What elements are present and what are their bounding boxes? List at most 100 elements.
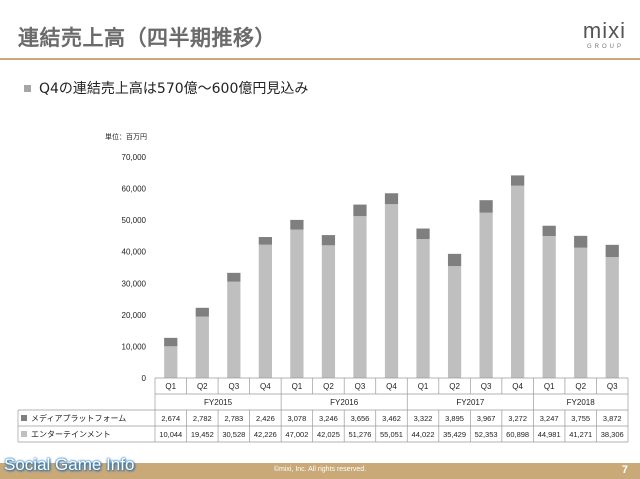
quarter-label: Q1	[544, 382, 555, 391]
quarter-label: Q4	[512, 382, 523, 391]
bar-entertainment	[447, 266, 462, 378]
footer-bar	[0, 463, 640, 479]
y-tick-label: 30,000	[122, 279, 147, 288]
bar-media-platform	[195, 307, 209, 317]
title-divider	[0, 58, 640, 60]
value-entertainment: 44,981	[538, 430, 561, 439]
y-tick-label: 10,000	[122, 342, 147, 351]
y-tick-label: 70,000	[122, 153, 147, 162]
bar-media-platform	[605, 244, 619, 258]
value-media-platform: 3,872	[603, 414, 622, 423]
quarter-label: Q2	[197, 382, 208, 391]
y-tick-label: 20,000	[122, 311, 147, 320]
value-entertainment: 52,353	[475, 430, 498, 439]
value-media-platform: 2,426	[256, 414, 275, 423]
bar-media-platform	[479, 200, 493, 213]
value-entertainment: 42,226	[254, 430, 277, 439]
quarter-label: Q4	[260, 382, 271, 391]
bar-media-platform	[258, 237, 272, 245]
value-media-platform: 3,247	[540, 414, 559, 423]
value-media-platform: 3,272	[508, 414, 527, 423]
value-entertainment: 42,025	[317, 430, 340, 439]
quarter-label: Q4	[386, 382, 397, 391]
y-tick-label: 40,000	[122, 248, 147, 257]
bar-entertainment	[479, 212, 493, 378]
row-label-media-platform: メディアプラットフォーム	[31, 413, 126, 423]
quarter-label: Q1	[165, 382, 176, 391]
bullet-text: Q4の連結売上高は570億〜600億円見込み	[39, 81, 309, 97]
row-label-entertainment: エンターテインメント	[31, 430, 111, 439]
bar-entertainment	[258, 244, 272, 378]
value-media-platform: 2,674	[161, 414, 180, 423]
watermark: Social Game Info	[4, 455, 135, 474]
value-media-platform: 3,462	[382, 414, 401, 423]
fiscal-year-label: FY2015	[204, 398, 233, 407]
bar-entertainment	[164, 346, 178, 378]
fiscal-year-label: FY2018	[567, 398, 596, 407]
value-entertainment: 44,022	[412, 430, 435, 439]
value-media-platform: 3,755	[571, 414, 590, 423]
bar-entertainment	[542, 235, 556, 378]
value-entertainment: 30,528	[222, 430, 245, 439]
y-tick-label: 0	[142, 374, 147, 383]
bar-entertainment	[416, 239, 430, 378]
y-tick-label: 60,000	[122, 185, 147, 194]
quarter-label: Q1	[292, 382, 303, 391]
bar-media-platform	[542, 225, 556, 236]
quarter-label: Q1	[418, 382, 429, 391]
unit-label: 単位：百万円	[105, 132, 147, 141]
value-media-platform: 3,895	[445, 414, 464, 423]
value-entertainment: 10,044	[159, 430, 182, 439]
bar-entertainment	[290, 229, 304, 378]
bar-media-platform	[574, 235, 588, 248]
fiscal-year-label: FY2017	[456, 398, 485, 407]
quarter-label: Q3	[228, 382, 239, 391]
quarter-label: Q3	[481, 382, 492, 391]
bar-media-platform	[353, 204, 367, 217]
page-number: 7	[621, 464, 628, 476]
quarter-label: Q2	[575, 382, 586, 391]
bar-media-platform	[384, 193, 399, 205]
bar-entertainment	[195, 316, 209, 378]
value-entertainment: 41,271	[569, 430, 592, 439]
value-media-platform: 2,783	[224, 414, 243, 423]
bar-media-platform	[164, 337, 178, 347]
value-media-platform: 3,322	[414, 414, 433, 423]
bar-media-platform	[227, 272, 241, 282]
bar-entertainment	[511, 185, 525, 378]
mixi-logo: mixi	[582, 18, 626, 43]
bar-entertainment	[384, 204, 399, 378]
bar-entertainment	[353, 216, 367, 378]
bar-media-platform	[290, 219, 304, 230]
bar-entertainment	[574, 247, 588, 378]
value-media-platform: 3,078	[288, 414, 307, 423]
sales-chart: 単位：百万円 0 10,000 20,000 30,000 40,000 50,000 60,…	[17, 132, 629, 443]
bullet-point: Q4の連結売上高は570億〜600億円見込み	[24, 78, 308, 98]
value-entertainment: 51,276	[348, 430, 371, 439]
bar-entertainment	[605, 257, 619, 378]
value-entertainment: 38,306	[601, 430, 624, 439]
bar-media-platform	[511, 175, 525, 186]
legend-entertainment-icon	[21, 431, 27, 437]
quarter-label: Q3	[607, 382, 618, 391]
value-entertainment: 47,002	[285, 430, 308, 439]
value-media-platform: 3,656	[351, 414, 370, 423]
quarter-label: Q3	[355, 382, 366, 391]
page-title: 連結売上高（四半期推移）	[18, 26, 276, 50]
quarter-label: Q2	[449, 382, 460, 391]
legend-media-platform-icon	[21, 415, 27, 421]
value-entertainment: 19,452	[191, 430, 214, 439]
value-media-platform: 3,246	[319, 414, 338, 423]
bar-entertainment	[227, 281, 241, 378]
quarter-label: Q2	[323, 382, 334, 391]
bar-media-platform	[321, 235, 336, 246]
value-media-platform: 3,967	[477, 414, 496, 423]
value-media-platform: 2,782	[193, 414, 212, 423]
value-entertainment: 60,898	[506, 430, 529, 439]
bar-media-platform	[447, 253, 462, 267]
bar-media-platform	[416, 228, 430, 240]
bullet-square-icon	[24, 84, 31, 92]
value-entertainment: 55,051	[380, 430, 403, 439]
value-entertainment: 35,429	[443, 430, 466, 439]
mixi-logo-sub: GROUP	[586, 44, 624, 50]
